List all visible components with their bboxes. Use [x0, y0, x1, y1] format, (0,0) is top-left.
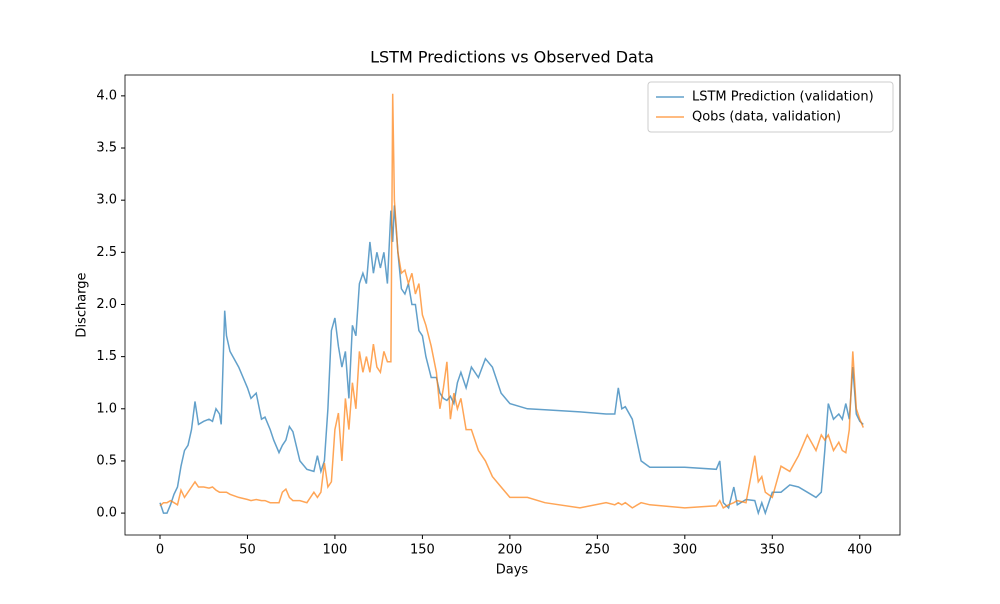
legend-label: Qobs (data, validation): [692, 110, 841, 125]
x-tick-label: 350: [760, 543, 785, 558]
y-tick-label: 2.5: [96, 245, 117, 260]
y-tick-label: 2.0: [96, 297, 117, 312]
y-tick-label: 0.0: [96, 506, 117, 521]
y-tick-label: 3.5: [96, 141, 117, 156]
y-tick-label: 0.5: [96, 453, 117, 468]
x-tick-label: 0: [156, 543, 164, 558]
x-tick-label: 300: [672, 543, 697, 558]
series-line: [159, 93, 864, 509]
legend-box: [647, 81, 894, 133]
x-tick-label: 200: [497, 543, 522, 558]
x-tick-label: 150: [410, 543, 435, 558]
x-axis-label: Days: [496, 563, 529, 578]
y-axis-label: Discharge: [75, 272, 90, 337]
x-tick-label: 250: [585, 543, 610, 558]
series-line: [159, 205, 864, 516]
x-tick-label: 400: [847, 543, 872, 558]
y-tick-label: 1.5: [96, 349, 117, 364]
chart-title: LSTM Predictions vs Observed Data: [370, 48, 654, 67]
plot-frame: [124, 74, 901, 536]
y-tick-label: 3.0: [96, 193, 117, 208]
y-tick-label: 4.0: [96, 88, 117, 103]
legend-label: LSTM Prediction (validation): [692, 90, 874, 105]
y-tick-label: 1.0: [96, 401, 117, 416]
x-tick-label: 100: [323, 543, 348, 558]
x-tick-label: 50: [239, 543, 256, 558]
